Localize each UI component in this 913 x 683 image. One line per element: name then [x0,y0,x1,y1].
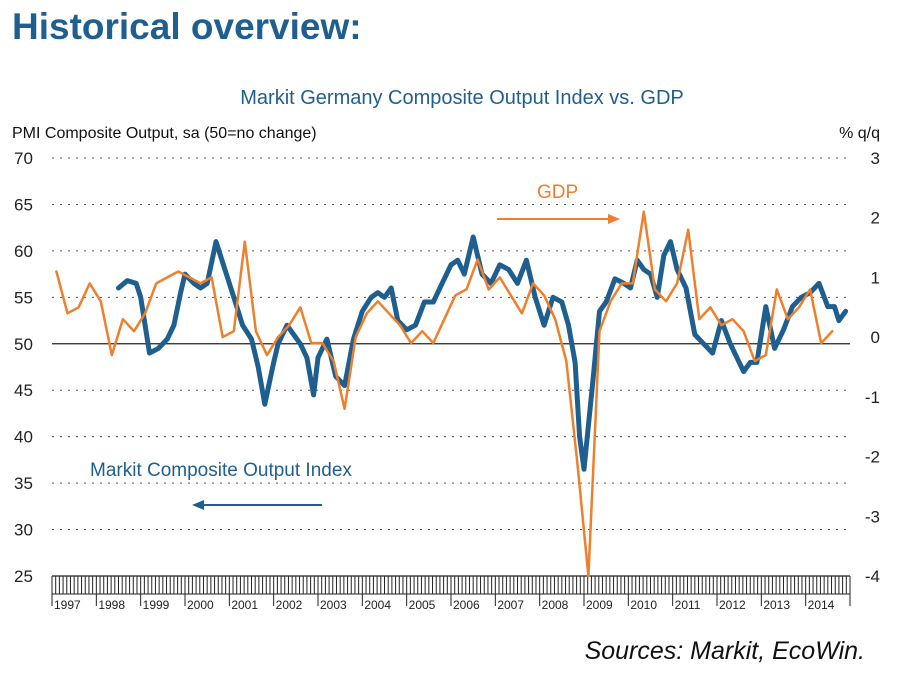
x-tick-label: 2003 [320,598,347,612]
y-tick-label-left: 35 [14,474,33,493]
right-axis-label: % q/q [839,125,880,142]
gdp-annotation-label: GDP [537,182,578,203]
y-tick-label-right: -3 [865,507,880,526]
x-tick-label: 2007 [497,598,524,612]
gdp-annotation: GDP [497,182,620,224]
y-tick-label-right: 0 [871,328,880,347]
chart-title: Markit Germany Composite Output Index vs… [240,87,684,109]
x-tick-label: 2009 [586,598,613,612]
pmi-annotation-label: Markit Composite Output Index [90,460,352,481]
y-tick-label-left: 45 [14,381,33,400]
x-tick-label: 2013 [763,598,790,612]
x-tick-label: 2012 [719,598,746,612]
y-tick-label-right: -1 [865,388,880,407]
gdp-series-line [55,210,834,578]
pmi-arrow-head [192,500,204,510]
x-tick-label: 2004 [364,598,391,612]
source-note: Sources: Markit, EcoWin. [584,637,865,665]
y-tick-label-left: 30 [14,521,33,540]
series-layer [55,210,849,578]
y-tick-label-left: 55 [14,288,33,307]
y-tick-label-left: 60 [14,242,33,261]
x-tick-label: 1997 [54,598,81,612]
x-tick-label: 2008 [542,598,569,612]
x-tick-label: 2005 [409,598,436,612]
x-tick-label: 2001 [231,598,258,612]
x-tick-label: 1998 [98,598,125,612]
x-tick-label: 2002 [276,598,303,612]
y-tick-label-right: -4 [865,567,880,586]
pmi-series-line [116,234,849,472]
y-tick-label-right: 3 [871,149,880,168]
y-tick-label-right: 2 [871,209,880,228]
x-tick-label: 2000 [187,598,214,612]
y-tick-label-left: 70 [14,149,33,168]
left-axis-label: PMI Composite Output, sa (50=no change) [12,125,317,142]
y-tick-label-right: -2 [865,448,880,467]
y-tick-label-left: 65 [14,195,33,214]
x-tick-label: 2011 [675,598,701,612]
y-tick-label-right: 1 [871,268,880,287]
x-tick-label: 2006 [453,598,480,612]
y-tick-label-left: 25 [14,567,33,586]
x-tick-label: 2010 [630,598,657,612]
x-tick-label: 2014 [808,598,835,612]
y-tick-label-left: 40 [14,428,33,447]
y-tick-label-left: 50 [14,335,33,354]
pmi-annotation: Markit Composite Output Index [90,460,352,510]
gdp-arrow-head [608,214,620,224]
axis-layer: 70 65 60 55 50 45 40 35 30 25 3 2 1 0 -1 -2 -3 -4 1997 1998… [14,149,880,612]
page-heading: Historical overview: [12,6,362,47]
x-tick-label: 1999 [143,598,170,612]
